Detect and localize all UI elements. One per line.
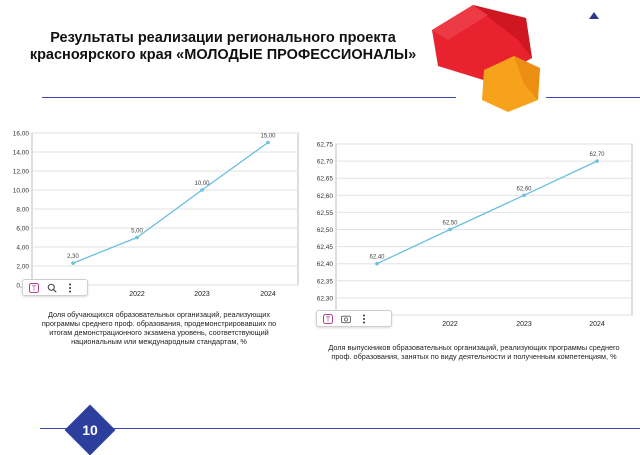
- series-line: [72, 141, 269, 264]
- data-point: [200, 188, 204, 192]
- header-rule: [42, 97, 456, 98]
- x-tick-label: 2022: [442, 321, 458, 328]
- y-tick-label: 12,00: [13, 169, 30, 176]
- x-tick-label: 2024: [260, 291, 276, 298]
- y-tick-label: 62,50: [317, 227, 334, 234]
- data-point: [522, 193, 526, 198]
- chart-right: 62,2562,3062,3562,4062,4562,5062,5562,60…: [306, 136, 636, 338]
- more-icon[interactable]: [65, 283, 75, 293]
- y-tick-label: 62,65: [317, 176, 334, 183]
- y-tick-label: 16,00: [13, 131, 30, 138]
- y-tick-label: 62,75: [317, 142, 334, 149]
- y-tick-label: 62,35: [317, 278, 334, 285]
- more-icon[interactable]: [359, 314, 369, 324]
- text-tool-icon[interactable]: T: [323, 313, 333, 324]
- x-tick-label: 2023: [194, 291, 210, 298]
- y-tick-label: 2,00: [16, 264, 29, 271]
- chart-right-caption: Доля выпускников образовательных организ…: [328, 343, 620, 361]
- image-search-icon[interactable]: [341, 314, 351, 324]
- data-label: 62,60: [516, 186, 532, 192]
- page-number: 10: [82, 422, 98, 438]
- x-tick-label: 2022: [129, 291, 145, 298]
- data-point: [71, 261, 75, 265]
- y-tick-label: 6,00: [16, 226, 29, 233]
- header-rule-right: [546, 97, 640, 98]
- data-label: 62,70: [589, 152, 605, 158]
- chart-left-caption: Доля обучающихся образовательных организ…: [41, 310, 277, 346]
- x-tick-label: 2024: [589, 321, 605, 328]
- arrow-up-icon: [589, 12, 599, 19]
- image-toolbar-left[interactable]: T: [22, 279, 88, 296]
- x-tick-label: 2023: [516, 321, 532, 328]
- y-tick-label: 62,55: [317, 210, 334, 217]
- data-label: 5,00: [131, 229, 143, 235]
- data-label: 15,00: [260, 134, 276, 140]
- y-tick-label: 10,00: [13, 188, 30, 195]
- y-tick-label: 8,00: [16, 207, 29, 214]
- y-tick-label: 62,40: [317, 261, 334, 268]
- chart-right-svg: 62,2562,3062,3562,4062,4562,5062,5562,60…: [317, 142, 633, 328]
- data-point: [448, 227, 452, 232]
- text-tool-icon[interactable]: T: [29, 282, 39, 293]
- data-point: [375, 261, 379, 266]
- y-tick-label: 4,00: [16, 245, 29, 252]
- svg-text:T: T: [325, 315, 331, 323]
- series-line: [376, 160, 598, 265]
- data-label: 2,30: [67, 254, 79, 260]
- cubes-logo: [432, 5, 540, 112]
- data-label: 62,40: [369, 255, 385, 261]
- y-tick-label: 14,00: [13, 150, 30, 157]
- y-tick-label: 62,60: [317, 193, 334, 200]
- svg-text:T: T: [31, 284, 37, 292]
- page-title: Результаты реализации регионального прое…: [29, 30, 417, 63]
- data-label: 62,50: [442, 221, 458, 227]
- data-label: 10,00: [194, 181, 210, 187]
- y-tick-label: 62,70: [317, 159, 334, 166]
- data-point: [135, 235, 139, 240]
- y-tick-label: 62,45: [317, 244, 334, 251]
- image-search-icon[interactable]: [47, 283, 57, 293]
- data-point: [266, 140, 270, 145]
- data-point: [595, 159, 599, 163]
- footer-rule-right: [112, 428, 640, 429]
- footer-rule: [40, 428, 68, 429]
- y-tick-label: 62,30: [317, 295, 334, 302]
- image-toolbar-right[interactable]: T: [316, 310, 392, 327]
